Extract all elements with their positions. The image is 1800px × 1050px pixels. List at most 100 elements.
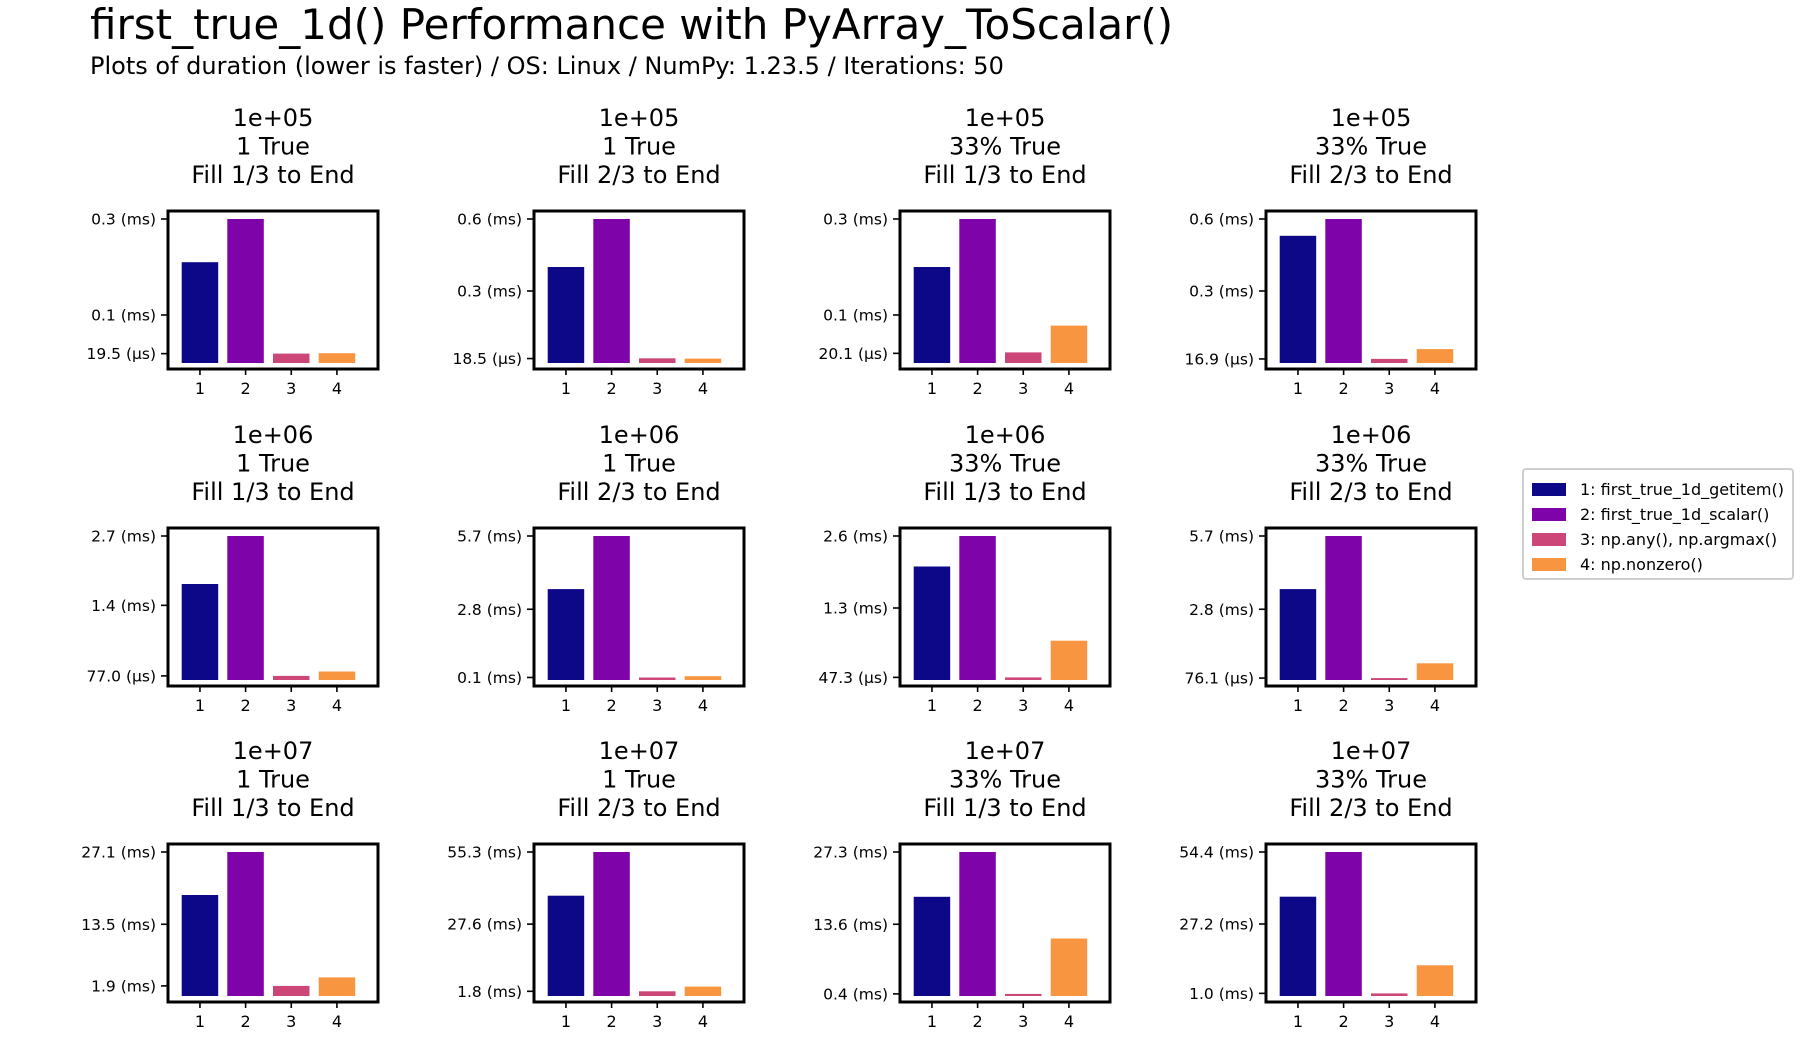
x-tick-label: 2	[1339, 696, 1349, 715]
y-tick-label: 27.3 (ms)	[813, 844, 888, 862]
subplot-title-line: 1e+06	[599, 421, 680, 449]
legend-item-1: 1: first_true_1d_getitem()	[1532, 478, 1784, 500]
x-tick-label: 3	[286, 1012, 296, 1031]
subplot-title-line: Fill 2/3 to End	[1289, 794, 1452, 822]
y-tick-label: 0.1 (ms)	[457, 669, 522, 687]
x-tick-label: 3	[286, 696, 296, 715]
subplot-title-line: 33% True	[1315, 133, 1427, 161]
x-tick-label: 1	[927, 696, 937, 715]
x-tick-label: 3	[1384, 379, 1394, 398]
x-tick-label: 4	[332, 379, 342, 398]
bar-series-3	[639, 991, 676, 996]
bar-series-2	[959, 219, 996, 363]
x-tick-label: 2	[607, 696, 617, 715]
subplot-frame	[166, 209, 380, 371]
y-tick-label: 0.3 (ms)	[457, 283, 522, 301]
x-tick-label: 3	[1018, 696, 1028, 715]
y-tick-label: 1.8 (ms)	[457, 983, 522, 1001]
subplot-title-line: 1e+05	[1331, 104, 1412, 132]
legend-label-2: 2: first_true_1d_scalar()	[1580, 504, 1770, 524]
bar-series-3	[639, 358, 676, 363]
bar-series-3	[273, 675, 310, 680]
x-tick-label: 1	[1293, 696, 1303, 715]
bar-series-4	[318, 977, 356, 996]
bar-series-2	[1325, 219, 1362, 363]
subplot-frame	[1264, 209, 1478, 371]
bar-series-3	[273, 985, 310, 996]
bar-series-3	[1371, 993, 1408, 996]
subplot-title-line: Fill 2/3 to End	[1289, 161, 1452, 189]
legend-swatch-3	[1532, 532, 1566, 546]
bar-series-3	[1005, 352, 1042, 363]
bar-series-4	[1416, 965, 1454, 996]
bar-series-2	[593, 219, 630, 363]
y-tick-label: 2.7 (ms)	[91, 528, 156, 546]
bar-series-1	[913, 267, 951, 363]
x-tick-label: 3	[1018, 1012, 1028, 1031]
subplot-title-line: 1e+06	[965, 421, 1046, 449]
subplot-title-line: Fill 1/3 to End	[923, 794, 1086, 822]
x-tick-label: 2	[1339, 379, 1349, 398]
subplot-frame	[1264, 526, 1478, 688]
y-tick-label: 0.3 (ms)	[1189, 283, 1254, 301]
bar-series-4	[318, 353, 356, 363]
x-tick-label: 1	[195, 1012, 205, 1031]
bar-series-3	[1005, 993, 1042, 996]
subplot-title-line: Fill 2/3 to End	[557, 794, 720, 822]
y-tick-label: 2.6 (ms)	[823, 528, 888, 546]
bar-series-1	[1279, 896, 1317, 996]
subplot-title-line: 1e+07	[233, 737, 314, 765]
subplot-title-line: Fill 1/3 to End	[923, 161, 1086, 189]
x-tick-label: 3	[1018, 379, 1028, 398]
bar-series-4	[1416, 349, 1454, 363]
y-tick-label: 27.2 (ms)	[1179, 916, 1254, 934]
x-tick-label: 3	[652, 379, 662, 398]
y-tick-label: 1.9 (ms)	[91, 977, 156, 995]
y-tick-label: 27.1 (ms)	[81, 844, 156, 862]
subplot-title-line: 1e+07	[965, 737, 1046, 765]
y-tick-label: 76.1 (µs)	[1185, 670, 1254, 688]
y-tick-label: 0.3 (ms)	[91, 211, 156, 229]
y-tick-label: 0.1 (ms)	[823, 307, 888, 325]
legend-label-4: 4: np.nonzero()	[1580, 554, 1703, 574]
y-tick-label: 47.3 (µs)	[819, 669, 888, 687]
chart-title: first_true_1d() Performance with PyArray…	[90, 0, 1174, 49]
legend-item-2: 2: first_true_1d_scalar()	[1532, 503, 1769, 525]
subplot-title-line: 1 True	[236, 133, 310, 161]
bar-series-1	[547, 895, 585, 996]
y-tick-label: 2.8 (ms)	[457, 601, 522, 619]
x-tick-label: 3	[286, 379, 296, 398]
x-tick-label: 2	[241, 696, 251, 715]
bar-series-3	[1005, 677, 1042, 680]
legend-label-1: 1: first_true_1d_getitem()	[1580, 479, 1784, 499]
y-tick-label: 16.9 (µs)	[1185, 350, 1254, 368]
bar-series-4	[684, 986, 722, 996]
subplot-title-line: 33% True	[949, 450, 1061, 478]
x-tick-label: 1	[1293, 379, 1303, 398]
legend-swatch-1	[1532, 482, 1566, 496]
x-tick-label: 1	[195, 379, 205, 398]
x-tick-label: 2	[607, 379, 617, 398]
legend-item-3: 3: np.any(), np.argmax()	[1532, 528, 1777, 550]
subplot-title-line: 1e+05	[599, 104, 680, 132]
x-tick-label: 4	[698, 696, 708, 715]
y-tick-label: 55.3 (ms)	[447, 844, 522, 862]
x-tick-label: 4	[1430, 696, 1440, 715]
bar-series-1	[181, 895, 219, 996]
subplot-frame	[898, 842, 1112, 1004]
x-tick-label: 1	[927, 1012, 937, 1031]
subplot-title-line: 1 True	[236, 450, 310, 478]
x-tick-label: 2	[607, 1012, 617, 1031]
subplot-title-line: 1 True	[236, 766, 310, 794]
subplot-title-line: 33% True	[1315, 766, 1427, 794]
subplot-title-line: Fill 1/3 to End	[191, 161, 354, 189]
y-tick-label: 54.4 (ms)	[1179, 844, 1254, 862]
bar-series-2	[959, 852, 996, 996]
y-tick-label: 1.0 (ms)	[1189, 985, 1254, 1003]
subplot-title-line: 33% True	[1315, 450, 1427, 478]
legend-swatch-2	[1532, 507, 1566, 521]
subplot-title-line: 1 True	[602, 450, 676, 478]
bar-series-2	[593, 536, 630, 680]
legend-label-3: 3: np.any(), np.argmax()	[1580, 529, 1778, 549]
